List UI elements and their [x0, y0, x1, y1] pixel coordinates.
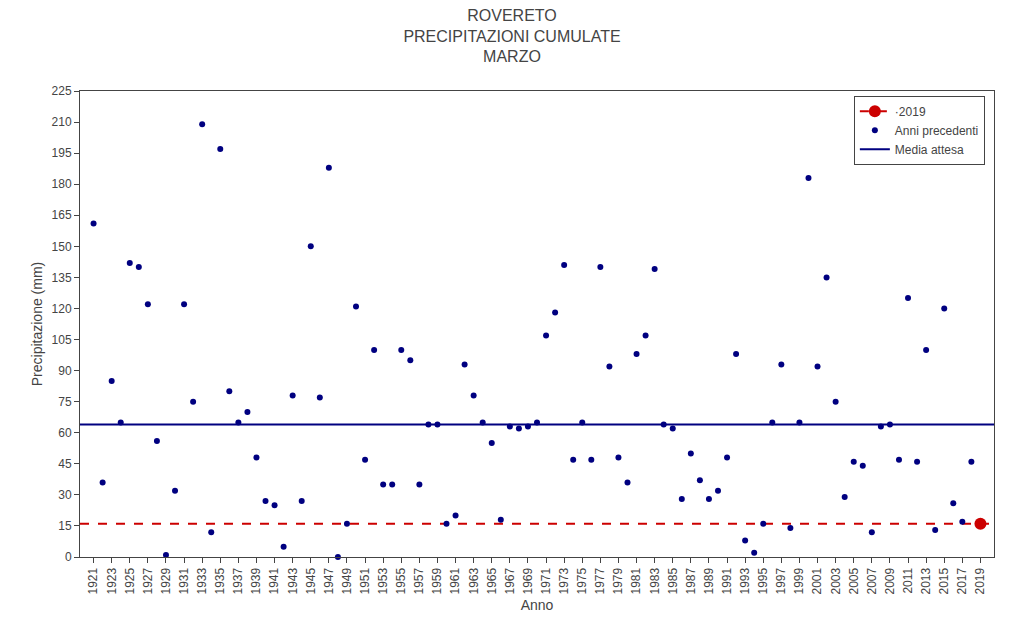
- svg-text:1995: 1995: [756, 567, 770, 594]
- svg-text:1939: 1939: [249, 567, 263, 594]
- svg-text:2013: 2013: [919, 567, 933, 594]
- svg-text:2019: 2019: [973, 567, 987, 594]
- svg-text:30: 30: [58, 488, 72, 502]
- svg-text:150: 150: [52, 240, 72, 254]
- svg-text:0: 0: [65, 550, 72, 564]
- svg-text:1931: 1931: [177, 567, 191, 594]
- svg-text:15: 15: [58, 519, 72, 533]
- svg-text:1941: 1941: [267, 567, 281, 594]
- svg-text:2001: 2001: [810, 567, 824, 594]
- svg-text:1953: 1953: [376, 567, 390, 594]
- svg-text:1963: 1963: [467, 567, 481, 594]
- svg-text:ROVERETOPRECIPITAZIONI CUMULAT: ROVERETOPRECIPITAZIONI CUMULATEMARZO: [403, 7, 620, 66]
- svg-text:2009: 2009: [883, 567, 897, 594]
- svg-text:2015: 2015: [937, 567, 951, 594]
- svg-text:1969: 1969: [521, 567, 535, 594]
- svg-text:1975: 1975: [575, 567, 589, 594]
- svg-text:1933: 1933: [195, 567, 209, 594]
- svg-text:1921: 1921: [86, 567, 100, 594]
- svg-text:Precipitazione (mm): Precipitazione (mm): [29, 262, 45, 386]
- svg-text:1971: 1971: [539, 567, 553, 594]
- svg-text:1947: 1947: [322, 567, 336, 594]
- svg-text:1997: 1997: [774, 567, 788, 594]
- svg-text:1979: 1979: [611, 567, 625, 594]
- svg-text:1967: 1967: [503, 567, 517, 594]
- svg-text:Anno: Anno: [521, 597, 554, 613]
- svg-text:1925: 1925: [123, 567, 137, 594]
- svg-text:1985: 1985: [666, 567, 680, 594]
- svg-text:1973: 1973: [557, 567, 571, 594]
- svg-text:1951: 1951: [358, 567, 372, 594]
- svg-text:·2019: ·2019: [895, 105, 926, 119]
- svg-text:1923: 1923: [105, 567, 119, 594]
- svg-text:225: 225: [52, 84, 72, 98]
- svg-text:90: 90: [58, 364, 72, 378]
- svg-text:2005: 2005: [847, 567, 861, 594]
- svg-text:1987: 1987: [684, 567, 698, 594]
- svg-text:1977: 1977: [593, 567, 607, 594]
- svg-text:2007: 2007: [865, 567, 879, 594]
- svg-text:60: 60: [58, 426, 72, 440]
- svg-text:135: 135: [52, 271, 72, 285]
- svg-text:210: 210: [52, 115, 72, 129]
- svg-text:1961: 1961: [448, 567, 462, 594]
- svg-text:2011: 2011: [901, 567, 915, 593]
- svg-text:75: 75: [58, 395, 72, 409]
- svg-text:1959: 1959: [430, 567, 444, 594]
- svg-text:1929: 1929: [159, 567, 173, 594]
- svg-text:Anni precedenti: Anni precedenti: [895, 124, 978, 138]
- svg-text:1965: 1965: [485, 567, 499, 594]
- svg-text:1983: 1983: [648, 567, 662, 594]
- svg-text:1981: 1981: [629, 567, 643, 594]
- svg-text:1949: 1949: [340, 567, 354, 594]
- svg-text:1945: 1945: [304, 567, 318, 594]
- svg-text:1935: 1935: [213, 567, 227, 594]
- svg-text:1955: 1955: [394, 567, 408, 594]
- svg-text:1991: 1991: [720, 567, 734, 594]
- svg-text:105: 105: [52, 333, 72, 347]
- svg-text:120: 120: [52, 302, 72, 316]
- svg-text:165: 165: [52, 208, 72, 222]
- svg-text:1957: 1957: [412, 567, 426, 594]
- svg-text:1989: 1989: [702, 567, 716, 594]
- svg-text:1993: 1993: [738, 567, 752, 594]
- svg-text:2017: 2017: [955, 567, 969, 594]
- svg-text:1927: 1927: [141, 567, 155, 594]
- svg-text:1999: 1999: [792, 567, 806, 594]
- svg-text:1937: 1937: [231, 567, 245, 594]
- svg-text:2003: 2003: [829, 567, 843, 594]
- svg-text:Media attesa: Media attesa: [895, 143, 964, 157]
- svg-text:180: 180: [52, 177, 72, 191]
- svg-text:195: 195: [52, 146, 72, 160]
- svg-text:1943: 1943: [286, 567, 300, 594]
- svg-text:45: 45: [58, 457, 72, 471]
